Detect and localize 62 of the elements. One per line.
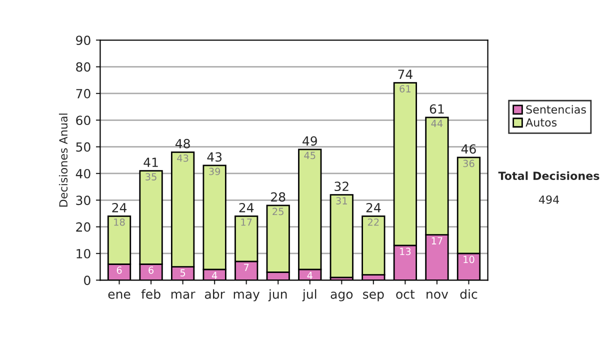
data-label: 4 [307, 272, 312, 280]
x-tick-label: ene [108, 292, 130, 299]
text: 494 [538, 195, 559, 204]
x-tick-label: dic [460, 289, 478, 299]
y-tick-label: 90 [76, 36, 90, 46]
data-label: 22 [368, 218, 379, 226]
total-label: 61 [430, 104, 444, 114]
data-label: 35 [146, 173, 156, 180]
x-tick-label: may [234, 292, 260, 302]
text: Total Decisiones [498, 171, 600, 180]
total-label: 24 [112, 202, 127, 212]
data-label: 25 [272, 208, 284, 216]
bar [330, 194, 354, 278]
data-label: 36 [463, 160, 474, 168]
data-label: 31 [336, 197, 347, 204]
data-label: 5 [180, 269, 186, 276]
data-label: 17 [241, 218, 252, 226]
x-tick-label: abr [204, 289, 225, 299]
total-label: 24 [239, 202, 254, 212]
data-label: 45 [304, 152, 316, 160]
data-label: 4 [212, 272, 218, 280]
y-tick-label: 30 [76, 196, 90, 206]
data-label: 39 [209, 168, 220, 176]
total-label: 74 [398, 70, 412, 79]
data-label: 6 [116, 266, 122, 274]
x-tick-label: nov [426, 292, 448, 299]
y-tick-label: 0 [84, 276, 90, 286]
y-tick-label: 50 [76, 142, 90, 152]
x-tick-label: sep [363, 292, 384, 302]
y-tick-label: 60 [76, 116, 90, 126]
data-label: 7 [244, 264, 249, 272]
data-label: 18 [114, 218, 125, 226]
bar [362, 215, 386, 276]
data-label: 6 [148, 266, 154, 274]
x-tick-label: jun [268, 289, 287, 302]
total-label: 49 [302, 136, 317, 146]
y-tick-label: 10 [76, 248, 90, 258]
x-tick-label: ago [330, 292, 353, 302]
data-label: 10 [464, 256, 474, 264]
x-tick-label: mar [171, 292, 196, 299]
y-tick-label: 80 [76, 62, 90, 72]
y-tick-label: 40 [76, 168, 90, 178]
legend-label: Autos [526, 118, 557, 127]
data-label: 61 [400, 85, 410, 92]
total-label: 24 [366, 202, 381, 212]
y-tick-label: 20 [76, 222, 90, 232]
total-label: 28 [271, 192, 286, 202]
x-tick-label: feb [141, 289, 160, 299]
total-label: 46 [461, 144, 476, 154]
x-tick-label: oct [396, 290, 415, 299]
total-label: 48 [175, 138, 190, 148]
x-tick-label: jul [302, 289, 316, 302]
y-axis-title: Decisiones Anual [58, 114, 68, 207]
total-label: 41 [144, 158, 158, 167]
data-label: 43 [177, 154, 188, 162]
data-label: 17 [432, 237, 442, 244]
total-label: 43 [207, 152, 222, 162]
y-tick-label: 70 [76, 88, 90, 98]
data-label: 13 [400, 248, 411, 256]
data-label: 44 [431, 120, 443, 127]
legend-label: Sentencias [526, 105, 586, 114]
total-label: 32 [334, 182, 348, 192]
